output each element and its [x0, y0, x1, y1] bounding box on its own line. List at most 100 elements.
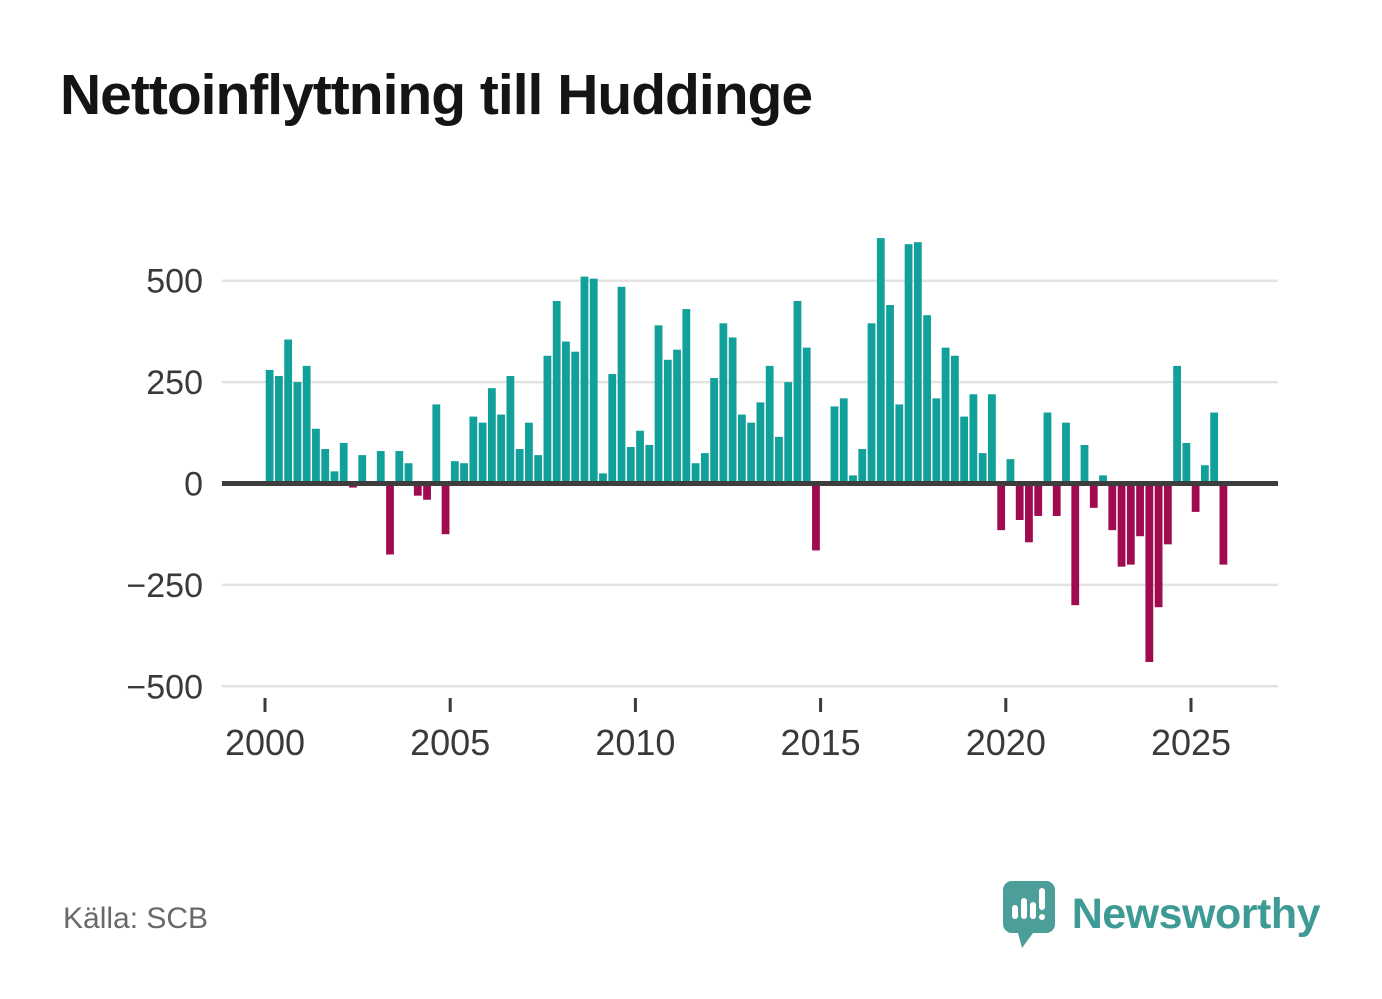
bar-2000-Q1 — [265, 369, 274, 484]
bar-2025-Q1 — [1191, 483, 1200, 512]
bar-2012-Q1 — [710, 378, 719, 484]
bar-2018-Q1 — [932, 398, 941, 484]
x-tick-label-2000: 2000 — [225, 722, 305, 763]
bar-2014-Q2 — [793, 300, 802, 484]
bar-2022-Q3 — [1099, 475, 1107, 484]
chart-title: Nettoinflyttning till Huddinge — [60, 63, 813, 127]
bar-2019-Q4 — [997, 483, 1006, 531]
bar-2007-Q2 — [534, 455, 543, 484]
bar-2010-Q1 — [636, 430, 644, 484]
bar-2003-Q4 — [404, 463, 413, 484]
bar-2001-Q1 — [302, 365, 311, 484]
bar-2016-Q2 — [867, 323, 876, 484]
bar-2016-Q4 — [886, 305, 894, 484]
bar-2011-Q3 — [691, 463, 700, 484]
bar-2002-Q3 — [358, 455, 367, 484]
logo-exclamation-bar — [1038, 888, 1045, 910]
bar-2016-Q3 — [876, 238, 885, 484]
bar-2024-Q1 — [1154, 483, 1163, 608]
bar-2001-Q3 — [321, 449, 330, 484]
bar-2023-Q3 — [1136, 483, 1144, 537]
bar-2024-Q3 — [1173, 365, 1182, 484]
logo-bar-3 — [1029, 902, 1036, 919]
bar-2009-Q3 — [617, 286, 626, 484]
bar-2011-Q2 — [682, 309, 691, 484]
speech-bubble-shape — [1002, 881, 1055, 948]
bar-2020-Q3 — [1025, 483, 1033, 543]
bar-2025-Q2 — [1200, 465, 1209, 484]
x-tick-label-2015: 2015 — [781, 722, 861, 763]
bar-2018-Q4 — [960, 416, 969, 484]
bar-2004-Q3 — [432, 404, 441, 484]
bar-2009-Q1 — [599, 473, 607, 484]
bar-2011-Q1 — [673, 349, 681, 484]
bar-2003-Q1 — [376, 451, 385, 484]
x-tick-label-2005: 2005 — [410, 722, 490, 763]
bar-2013-Q1 — [747, 422, 756, 484]
bar-2019-Q3 — [988, 394, 996, 484]
y-tick-label-500: 500 — [146, 263, 203, 301]
bar-2021-Q2 — [1052, 483, 1061, 516]
bar-2008-Q2 — [571, 351, 580, 484]
bar-2020-Q1 — [1006, 459, 1015, 484]
bar-2023-Q4 — [1145, 483, 1154, 662]
bar-2021-Q1 — [1043, 412, 1052, 484]
bar-2002-Q1 — [339, 442, 348, 484]
brand-wordmark: Newsworthy — [1071, 890, 1321, 938]
bar-2024-Q4 — [1182, 442, 1191, 484]
logo-bar-2 — [1020, 898, 1027, 919]
bar-2010-Q2 — [645, 444, 654, 484]
brand-lockup: Newsworthy — [998, 876, 1321, 952]
bar-2000-Q2 — [274, 376, 283, 484]
bar-2025-Q4 — [1219, 483, 1228, 565]
bar-2008-Q4 — [589, 278, 598, 484]
bar-2024-Q2 — [1163, 483, 1172, 545]
logo-bar-1 — [1011, 905, 1018, 919]
bar-2008-Q3 — [580, 276, 589, 484]
bar-2010-Q3 — [654, 325, 663, 484]
bar-2001-Q2 — [312, 428, 320, 484]
x-tick-label-2025: 2025 — [1151, 722, 1231, 763]
x-tick-label-2010: 2010 — [595, 722, 675, 763]
bar-2023-Q1 — [1117, 483, 1126, 567]
bar-2007-Q1 — [525, 422, 533, 484]
y-tick-label--500: −500 — [126, 668, 203, 706]
bar-2013-Q3 — [765, 365, 774, 484]
bar-2012-Q4 — [737, 414, 746, 484]
source-note: Källa: SCB — [63, 902, 209, 935]
bar-2017-Q3 — [913, 242, 922, 484]
bar-2012-Q3 — [728, 337, 737, 484]
bar-2006-Q4 — [515, 449, 524, 484]
bar-2015-Q3 — [839, 398, 848, 484]
bar-2005-Q4 — [478, 422, 487, 484]
bar-2006-Q3 — [506, 376, 515, 484]
bar-2011-Q4 — [700, 453, 709, 484]
y-tick-label-250: 250 — [146, 364, 203, 402]
bar-2003-Q2 — [386, 483, 394, 555]
bar-2005-Q3 — [469, 416, 478, 484]
bar-2016-Q1 — [858, 449, 867, 484]
bar-2010-Q4 — [663, 359, 672, 484]
bar-2012-Q2 — [719, 323, 728, 484]
bar-2005-Q1 — [450, 461, 459, 484]
bar-2008-Q1 — [562, 341, 570, 484]
bar-2023-Q2 — [1126, 483, 1135, 565]
bar-2014-Q3 — [802, 347, 811, 484]
bar-2003-Q3 — [395, 451, 404, 484]
bar-2007-Q4 — [552, 300, 561, 484]
bar-2000-Q4 — [293, 382, 302, 484]
bar-2021-Q3 — [1062, 422, 1070, 484]
bar-2004-Q1 — [413, 483, 422, 496]
logo-exclamation-dot — [1038, 914, 1045, 920]
bar-2017-Q4 — [923, 315, 931, 484]
bar-2005-Q2 — [460, 463, 468, 484]
bar-2018-Q3 — [950, 355, 959, 484]
y-tick-label-0: 0 — [184, 466, 203, 504]
bar-2000-Q3 — [284, 339, 293, 484]
bar-2015-Q2 — [830, 406, 839, 484]
bar-2022-Q4 — [1108, 483, 1117, 531]
bar-2017-Q1 — [895, 404, 904, 484]
bar-2004-Q4 — [441, 483, 450, 535]
bar-2014-Q4 — [812, 483, 820, 551]
